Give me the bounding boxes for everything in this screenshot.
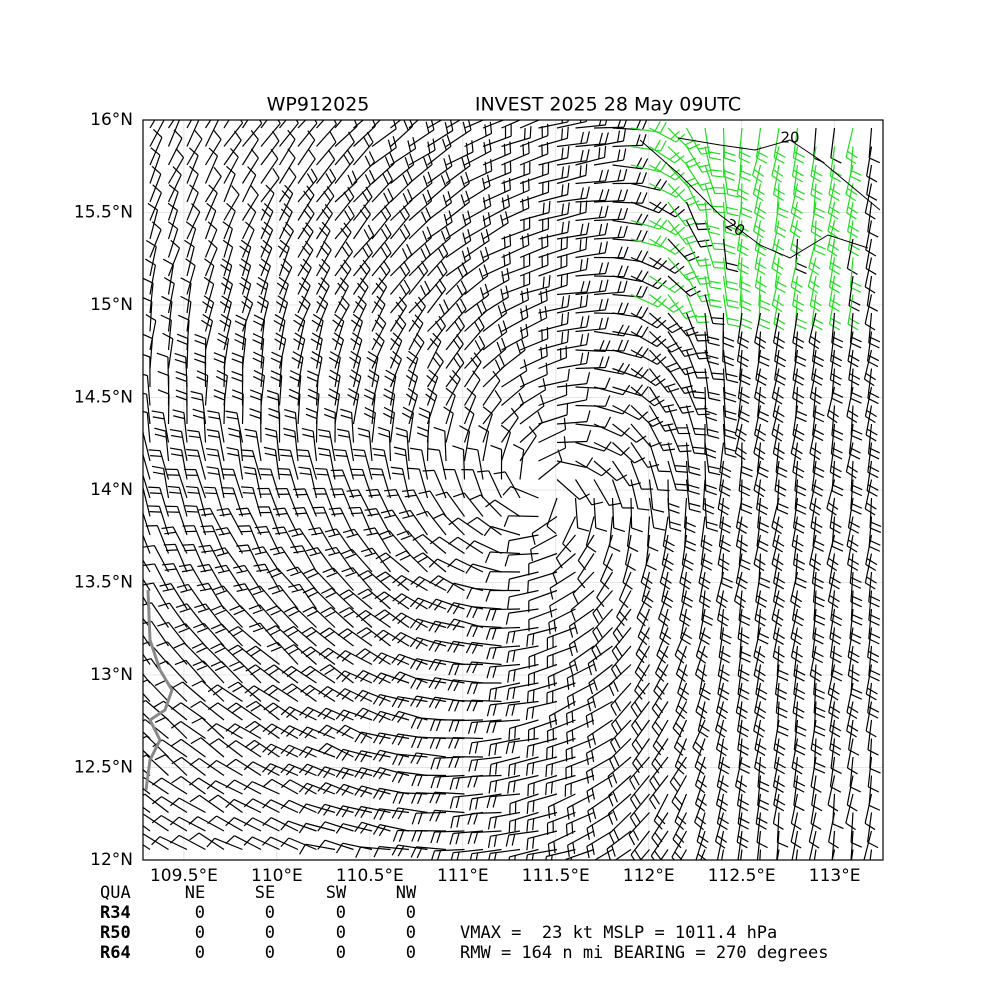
barb-feather	[423, 470, 435, 471]
barb-feather	[370, 469, 382, 470]
barb-feather	[150, 493, 162, 494]
barb-feather	[676, 490, 688, 491]
barb-feather	[295, 494, 307, 495]
barb-feather	[298, 456, 310, 457]
barb-feather	[333, 494, 345, 495]
barb-feather	[315, 468, 327, 469]
barb-feather	[580, 202, 581, 214]
barb-feather	[317, 474, 329, 475]
barb-shaft	[453, 720, 483, 721]
barb-shaft	[509, 516, 539, 517]
barb-feather	[243, 456, 255, 457]
barb-feather	[523, 144, 524, 156]
barb-feather	[528, 581, 529, 593]
barb-shaft	[490, 609, 520, 610]
barb-shaft	[224, 394, 225, 424]
barb-feather	[205, 493, 217, 494]
barb-feather	[659, 471, 671, 472]
barb-shaft	[631, 498, 632, 528]
barb-feather	[293, 489, 305, 490]
barb-feather	[150, 456, 162, 457]
barb-feather	[510, 141, 511, 153]
barb-feather	[510, 234, 511, 246]
barb-feather	[530, 126, 531, 138]
barb-feather	[279, 474, 291, 475]
barb-feather	[586, 238, 587, 250]
barb-feather	[693, 429, 705, 430]
barb-feather	[204, 487, 216, 488]
barb-feather	[187, 511, 199, 512]
barb-feather	[351, 513, 363, 514]
barb-feather	[675, 484, 687, 485]
barb-feather	[182, 544, 194, 545]
barb-feather	[203, 531, 215, 532]
barb-feather	[330, 489, 342, 490]
barb-feather	[149, 450, 161, 451]
barb-feather	[348, 507, 360, 508]
barb-feather	[580, 239, 581, 251]
barb-shaft	[428, 431, 429, 461]
barb-feather	[259, 469, 271, 470]
barb-feather	[504, 144, 505, 156]
barb-feather	[241, 487, 253, 488]
barb-shaft	[723, 332, 724, 362]
barb-feather	[241, 450, 253, 451]
barb-feather	[523, 181, 524, 193]
barb-feather	[201, 526, 213, 527]
barb-feather	[712, 243, 724, 244]
barb-feather	[243, 493, 255, 494]
barb-feather	[372, 474, 384, 475]
barb-feather	[166, 550, 178, 551]
barb-feather	[712, 262, 724, 263]
barb-shaft	[576, 406, 606, 407]
barb-feather	[184, 550, 196, 551]
barb-feather	[148, 487, 160, 488]
barb-feather	[297, 450, 309, 451]
barb-shaft	[243, 394, 244, 424]
barb-feather	[533, 690, 534, 702]
barb-feather	[164, 544, 176, 545]
barb-feather	[261, 474, 273, 475]
barb-feather	[185, 506, 197, 507]
barb-feather	[714, 268, 726, 269]
barb-feather	[528, 179, 529, 191]
barb-feather	[527, 691, 528, 703]
barb-shaft	[594, 276, 624, 277]
barb-feather	[528, 142, 529, 154]
barb-feather	[504, 236, 505, 248]
barb-feather	[698, 414, 710, 415]
barb-shaft	[224, 357, 225, 387]
barb-feather	[586, 201, 587, 213]
barb-feather	[515, 727, 516, 739]
barb-feather	[524, 128, 525, 140]
barb-feather	[509, 728, 510, 740]
barb-feather	[680, 451, 692, 452]
barb-feather	[278, 469, 290, 470]
